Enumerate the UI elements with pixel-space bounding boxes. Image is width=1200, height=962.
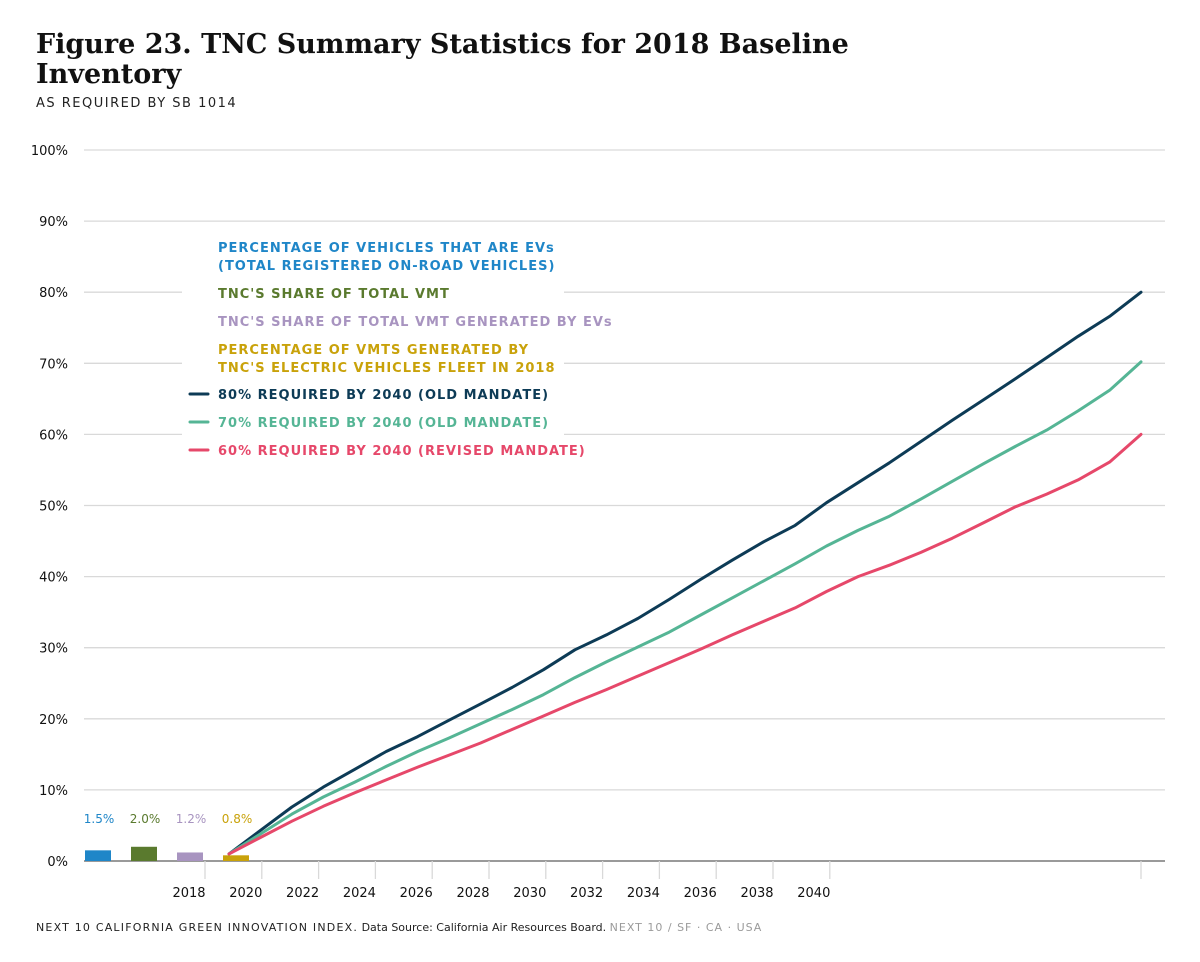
footer-brand: NEXT 10 CALIFORNIA GREEN INNOVATION INDE… (36, 921, 359, 934)
x-tick-label: 2030 (513, 886, 546, 901)
chart-title: Figure 23. TNC Summary Statistics for 20… (36, 29, 849, 90)
y-axis-ticks: 0% 10% 20% 30% 40% 50% 60% 70% 80% 90% 100% (31, 144, 68, 870)
x-tick-label: 2022 (286, 886, 319, 901)
x-axis-ticks: 2018 2020 2022 2024 2026 2028 2030 2032 2034 2036… (172, 861, 831, 901)
y-tick-label: 50% (39, 500, 68, 515)
y-tick-label: 30% (39, 642, 68, 657)
bar-value-label: 2.0% (130, 812, 161, 826)
y-tick-label: 70% (39, 357, 68, 372)
y-tick-label: 10% (39, 784, 68, 799)
x-tick-label: 2038 (740, 886, 773, 901)
bar (177, 852, 203, 861)
x-tick-label: 2040 (797, 886, 830, 901)
footer-tagline: NEXT 10 / SF · CA · USA (609, 921, 763, 934)
y-tick-label: 60% (39, 428, 68, 443)
legend-bar-label-line2: (TOTAL REGISTERED ON-ROAD VEHICLES) (218, 259, 555, 274)
footer: NEXT 10 CALIFORNIA GREEN INNOVATION INDE… (36, 921, 762, 934)
x-tick-label: 2034 (627, 886, 660, 901)
bar-value-label: 0.8% (222, 812, 253, 826)
legend-bar-label-line2: TNC'S ELECTRIC VEHICLES FLEET IN 2018 (218, 361, 556, 376)
x-tick-label: 2032 (570, 886, 603, 901)
y-tick-label: 20% (39, 713, 68, 728)
legend-bar-label: PERCENTAGE OF VMTS GENERATED BY (218, 343, 529, 358)
series-line (227, 290, 1143, 856)
x-tick-label: 2024 (343, 886, 376, 901)
x-tick-label: 2028 (456, 886, 489, 901)
x-tick-label: 2026 (400, 886, 433, 901)
x-tick-label: 2036 (684, 886, 717, 901)
bar (85, 850, 111, 861)
footer-source: Data Source: California Air Resources Bo… (361, 921, 607, 934)
legend: PERCENTAGE OF VEHICLES THAT ARE EVs (TOTA… (182, 236, 613, 459)
y-tick-label: 80% (39, 286, 68, 301)
x-tick-label: 2020 (229, 886, 262, 901)
series-lines (227, 290, 1143, 856)
y-tick-label: 0% (47, 855, 68, 870)
bar (131, 846, 157, 861)
x-tick-label: 2018 (172, 886, 205, 901)
bar (223, 855, 249, 861)
chart-subtitle: AS REQUIRED BY SB 1014 (36, 96, 238, 111)
y-tick-label: 90% (39, 215, 68, 230)
legend-series-label: 60% REQUIRED BY 2040 (REVISED MANDATE) (218, 444, 586, 459)
y-tick-label: 40% (39, 571, 68, 586)
y-tick-label: 100% (31, 144, 68, 159)
bar-value-label: 1.5% (84, 812, 115, 826)
legend-series-label: 80% REQUIRED BY 2040 (OLD MANDATE) (218, 388, 549, 403)
bar-value-label: 1.2% (176, 812, 207, 826)
legend-bar-label: TNC'S SHARE OF TOTAL VMT GENERATED BY EV… (218, 315, 613, 330)
legend-bar-label: PERCENTAGE OF VEHICLES THAT ARE EVs (218, 241, 555, 256)
bars: 1.5% 2.0% 1.2% 0.8% (84, 812, 253, 861)
legend-background (182, 236, 564, 436)
series-line (227, 360, 1143, 856)
legend-bar-label: TNC'S SHARE OF TOTAL VMT (218, 287, 450, 302)
series-line (227, 432, 1143, 856)
legend-series-label: 70% REQUIRED BY 2040 (OLD MANDATE) (218, 416, 549, 431)
